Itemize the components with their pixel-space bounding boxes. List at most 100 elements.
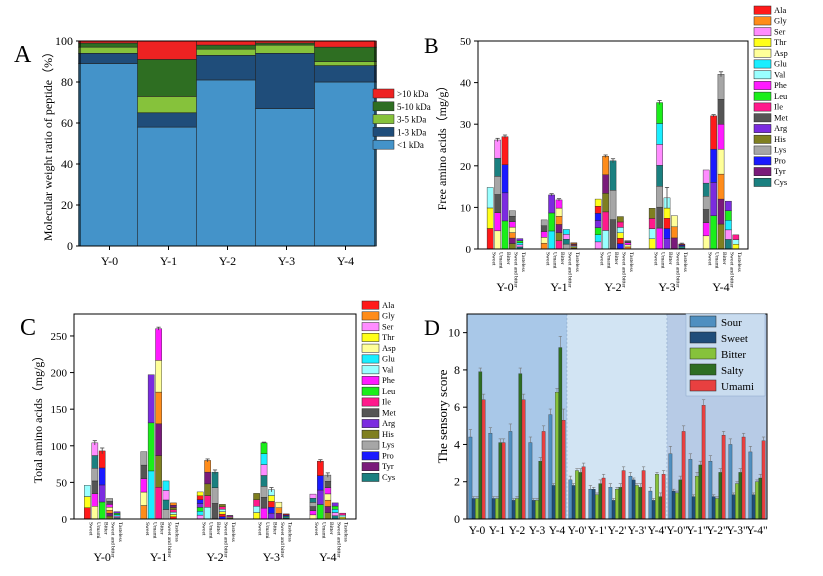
legend-swatch xyxy=(753,16,772,26)
stacked-bar-segment xyxy=(211,471,219,488)
bar xyxy=(501,442,506,520)
stacked-bar-segment xyxy=(494,157,501,177)
legend-label: His xyxy=(382,429,394,439)
stacked-bar-segment xyxy=(617,227,624,233)
stacked-bar-segment xyxy=(732,234,740,240)
stacked-bar-segment xyxy=(710,148,717,183)
stacked-bar-segment xyxy=(540,231,548,238)
stacked-bar-segment xyxy=(594,198,602,207)
legend-label: Val xyxy=(774,69,786,79)
stacked-bar-segment xyxy=(702,182,710,197)
legend-swatch xyxy=(361,322,380,332)
bar xyxy=(621,470,626,520)
legend-label: Umami xyxy=(721,381,754,393)
legend-label: Salty xyxy=(721,365,744,377)
stacked-bar-segment xyxy=(196,511,204,516)
stacked-bar-segment xyxy=(137,126,200,247)
stacked-bar-segment xyxy=(594,206,602,214)
bar xyxy=(511,500,516,520)
bar xyxy=(578,472,583,520)
stacked-bar-segment xyxy=(260,464,268,476)
stacked-bar-segment xyxy=(91,506,99,520)
legend-label: Ile xyxy=(774,102,783,112)
stacked-bar-segment xyxy=(717,123,725,150)
x-tick-label: Y-2 xyxy=(604,280,621,294)
stacked-bar-segment xyxy=(602,211,609,231)
stacked-bar-segment xyxy=(219,513,226,517)
bar xyxy=(571,485,576,520)
legend-label: Met xyxy=(382,407,396,417)
legend-swatch xyxy=(753,5,772,15)
bar xyxy=(558,347,563,520)
stacked-bar-segment xyxy=(717,74,725,100)
stacked-bar-segment xyxy=(196,499,204,504)
sub-category-label: Bitter xyxy=(215,522,221,535)
sub-category-label: Tasteless xyxy=(736,252,742,272)
stacked-bar-segment xyxy=(170,509,177,513)
sub-category-label: Sweet and bitter xyxy=(675,252,681,288)
legend-label: Ala xyxy=(382,300,395,310)
bar xyxy=(668,453,673,520)
legend-label: Arg xyxy=(774,123,788,133)
stacked-bar-segment xyxy=(540,219,548,226)
stacked-bar-segment xyxy=(196,40,259,46)
stacked-bar-segment xyxy=(98,501,106,520)
stacked-bar-segment xyxy=(196,48,259,56)
bar xyxy=(691,496,696,520)
stacked-bar-segment xyxy=(317,489,324,505)
legend-swatch xyxy=(753,156,772,166)
stacked-bar-segment xyxy=(253,493,260,500)
y-tick-label: 6 xyxy=(454,400,460,414)
panel-c-bar-chart: Sweet Umami Bitter Sweet and bitter Tasteles… xyxy=(31,300,396,564)
stacked-bar-segment xyxy=(509,210,516,217)
bar xyxy=(615,489,619,520)
legend-swatch xyxy=(361,472,380,482)
stacked-bar-segment xyxy=(84,485,91,497)
stacked-bar-segment xyxy=(309,502,317,507)
plot-frame xyxy=(466,313,768,520)
stacked-bar-segment xyxy=(548,212,555,232)
stacked-bar-segment xyxy=(656,206,663,229)
stacked-bar-segment xyxy=(282,513,290,515)
stacked-bar-segment xyxy=(717,198,725,225)
panel-label-a: A xyxy=(14,42,32,68)
stacked-bar-segment xyxy=(268,512,275,520)
stacked-bar-segment xyxy=(494,139,501,159)
stacked-bar-segment xyxy=(648,228,656,240)
stacked-bar-segment xyxy=(563,234,570,240)
stacked-bar-segment xyxy=(219,509,226,512)
legend-label: <1 kDa xyxy=(397,140,424,150)
stacked-bar-segment xyxy=(494,194,501,213)
bar xyxy=(741,436,746,520)
panel-label-c: C xyxy=(20,315,36,341)
stacked-bar-segment xyxy=(211,503,219,520)
stacked-bar-segment xyxy=(656,186,663,208)
stacked-bar-segment xyxy=(324,499,332,507)
stacked-bar-segment xyxy=(486,207,494,229)
x-tick-label: Y-2' xyxy=(608,525,627,537)
stacked-bar-segment xyxy=(540,225,548,232)
stacked-bar-segment xyxy=(204,495,211,508)
stacked-bar-segment xyxy=(617,237,624,244)
stacked-bar-segment xyxy=(137,112,200,128)
stacked-bar-segment xyxy=(91,468,99,482)
bar xyxy=(601,477,606,520)
sub-category-label: Sweet xyxy=(706,252,712,266)
y-tick-label: 2 xyxy=(454,475,460,489)
x-tick-label: Y-3" xyxy=(726,525,747,537)
bar xyxy=(595,494,599,520)
bar xyxy=(518,373,523,520)
stacked-bar-segment xyxy=(624,240,632,243)
stacked-bar-segment xyxy=(147,470,155,520)
stacked-bar-segment xyxy=(702,222,710,237)
bar xyxy=(698,464,703,520)
x-tick-label: Y-4' xyxy=(648,525,667,537)
bar xyxy=(555,392,559,520)
legend-label: Leu xyxy=(774,91,788,101)
stacked-bar-segment xyxy=(725,220,732,231)
x-tick-label: Y-1 xyxy=(550,280,567,294)
bar xyxy=(561,420,566,520)
stacked-bar-segment xyxy=(106,501,113,505)
stacked-bar-segment xyxy=(702,196,710,210)
stacked-bar-segment xyxy=(91,493,99,507)
